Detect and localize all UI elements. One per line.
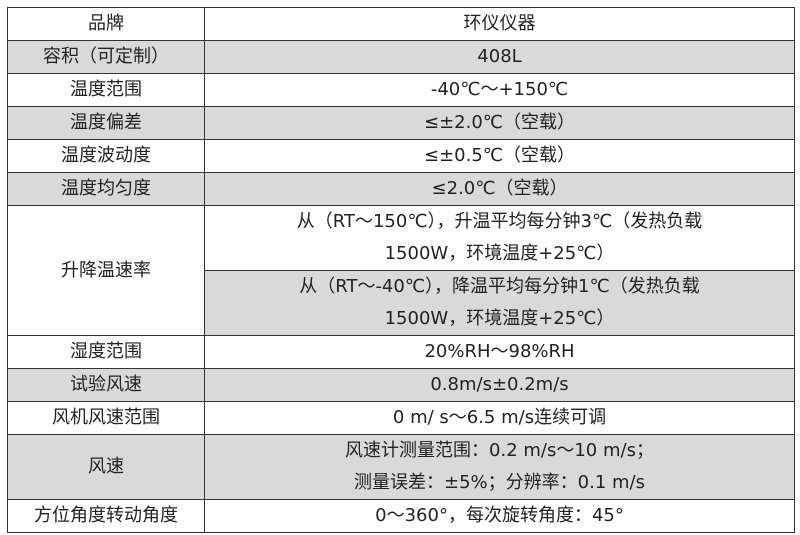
- row-label: 升降温速率: [7, 205, 205, 336]
- row-value: 0 m/ s～6.5 m/s连续可调: [204, 401, 795, 435]
- table-row: 品牌 环仪仪器: [7, 7, 795, 41]
- table-row: 从（RT～-40℃），降温平均每分钟1℃（发热负载 1500W，环境温度+25℃）: [8, 270, 795, 336]
- row-value: ≤2.0℃（空载）: [204, 172, 795, 206]
- row-label: 温度均匀度: [7, 172, 205, 206]
- row-value-heating: 从（RT～150℃），升温平均每分钟3℃（发热负载 1500W，环境温度+25℃）: [204, 205, 795, 271]
- row-label: 风机风速范围: [7, 401, 205, 435]
- table-row: 温度波动度 ≤±0.5℃（空载）: [7, 139, 795, 173]
- table-row: 容积（可定制） 408L: [7, 40, 795, 74]
- value-line: 测量误差：±5%；分辨率：0.1 m/s: [354, 472, 645, 493]
- row-value: 风速计测量范围：0.2 m/s～10 m/s； 测量误差：±5%；分辨率：0.1 …: [204, 434, 795, 500]
- value-line: 从（RT～150℃），升温平均每分钟3℃（发热负载: [296, 211, 703, 232]
- table-row: 温度偏差 ≤±2.0℃（空载）: [7, 106, 795, 140]
- row-value: -40℃～+150℃: [204, 73, 795, 107]
- row-label: 品牌: [7, 7, 205, 41]
- table-row: 试验风速 0.8m/s±0.2m/s: [7, 368, 795, 402]
- row-label: 试验风速: [7, 368, 205, 402]
- table-row: 湿度范围 20%RH～98%RH: [7, 335, 795, 369]
- row-label: 温度范围: [7, 73, 205, 107]
- row-value: 环仪仪器: [204, 7, 795, 41]
- row-value: 0.8m/s±0.2m/s: [204, 368, 795, 402]
- value-line: 风速计测量范围：0.2 m/s～10 m/s；: [345, 440, 654, 461]
- table-row: 风机风速范围 0 m/ s～6.5 m/s连续可调: [7, 401, 795, 435]
- table-row: 风速 风速计测量范围：0.2 m/s～10 m/s； 测量误差：±5%；分辨率：0.…: [7, 434, 795, 500]
- value-line: 1500W，环境温度+25℃）: [384, 243, 615, 264]
- row-value: ≤±0.5℃（空载）: [204, 139, 795, 173]
- value-line: 从（RT～-40℃），降温平均每分钟1℃（发热负载: [299, 276, 700, 297]
- table-row: 温度均匀度 ≤2.0℃（空载）: [7, 172, 795, 206]
- row-value: 0～360°，每次旋转角度：45°: [204, 499, 795, 533]
- row-label: 容积（可定制）: [7, 40, 205, 74]
- row-label: 风速: [7, 434, 205, 500]
- row-label: 方位角度转动角度: [7, 499, 205, 533]
- row-value: ≤±2.0℃（空载）: [204, 106, 795, 140]
- row-label: 温度波动度: [7, 139, 205, 173]
- spec-table: 品牌 环仪仪器 容积（可定制） 408L 温度范围 -40℃～+150℃ 温度偏差 ≤±…: [7, 7, 795, 533]
- row-value: 20%RH～98%RH: [204, 335, 795, 369]
- row-label: 温度偏差: [7, 106, 205, 140]
- table-row: 升降温速率 从（RT～150℃），升温平均每分钟3℃（发热负载 1500W，环境温度…: [7, 205, 795, 336]
- row-value-cooling: 从（RT～-40℃），降温平均每分钟1℃（发热负载 1500W，环境温度+25℃）: [204, 270, 795, 336]
- table-row: 温度范围 -40℃～+150℃: [7, 73, 795, 107]
- row-value: 408L: [204, 40, 795, 74]
- row-label: 湿度范围: [7, 335, 205, 369]
- value-line: 1500W，环境温度+25℃）: [384, 308, 615, 329]
- table-row: 方位角度转动角度 0～360°，每次旋转角度：45°: [7, 499, 795, 533]
